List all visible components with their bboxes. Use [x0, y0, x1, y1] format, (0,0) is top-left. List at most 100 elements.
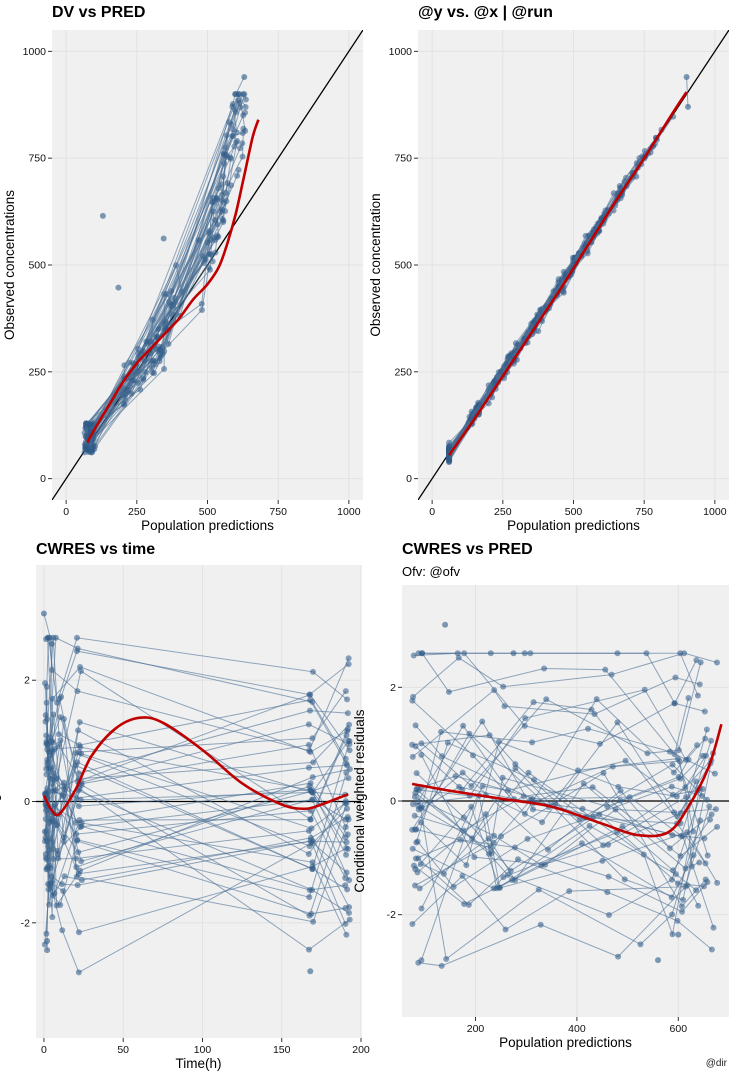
observation-point — [305, 850, 312, 857]
y-tick-label: 2 — [390, 682, 396, 694]
y-tick-label: 750 — [28, 153, 46, 165]
observation-point — [75, 969, 82, 976]
observation-point — [77, 796, 84, 803]
observation-point — [669, 911, 676, 918]
axes: 0 250 500 750 1000 0 250 500 750 1000 — [23, 46, 361, 518]
observation-point — [88, 449, 95, 456]
axes: 0 50 100 150 200 -2 0 2 — [21, 675, 370, 1056]
observation-point — [411, 793, 418, 800]
observation-point — [674, 880, 681, 887]
observation-point — [418, 650, 425, 657]
observation-point — [240, 125, 247, 132]
observation-point — [242, 109, 249, 116]
observation-point — [344, 728, 351, 735]
observation-point — [309, 887, 316, 894]
observation-point — [669, 931, 676, 938]
observation-point — [50, 634, 57, 641]
subject-line — [417, 813, 718, 889]
observation-point — [455, 654, 462, 661]
observation-point — [310, 918, 317, 925]
observation-point — [43, 765, 50, 772]
outlier-point — [510, 650, 517, 657]
observation-point — [524, 835, 531, 842]
observation-point — [696, 681, 703, 688]
observation-point — [668, 783, 675, 790]
observation-point — [43, 930, 50, 937]
observation-point — [543, 696, 550, 703]
observation-point — [130, 377, 137, 384]
subject-line — [417, 813, 705, 888]
observation-point — [121, 362, 128, 369]
x-tick-label: 400 — [568, 1023, 586, 1035]
observation-point — [555, 276, 562, 283]
smooth-trend-line — [411, 723, 723, 838]
observation-point — [344, 710, 351, 717]
observation-point — [675, 773, 682, 780]
observation-point — [700, 883, 707, 890]
observation-point — [685, 756, 692, 763]
observation-point — [525, 769, 532, 776]
observation-point — [75, 849, 82, 856]
y-axis-title: Observed concentration — [368, 193, 383, 336]
observation-point — [76, 748, 83, 755]
observation-point — [305, 764, 312, 771]
observation-point — [410, 801, 417, 808]
observation-point — [346, 747, 353, 754]
plot-layer — [52, 30, 363, 500]
observation-point — [604, 889, 611, 896]
subject-line — [412, 676, 700, 758]
observation-point — [409, 753, 416, 760]
observation-point — [529, 806, 536, 813]
observation-point — [707, 816, 714, 823]
observation-point — [445, 688, 452, 695]
smooth-trend-line — [42, 716, 349, 817]
observation-point — [234, 172, 241, 179]
observation-point — [49, 914, 56, 921]
observation-point — [672, 674, 679, 681]
observation-point — [614, 650, 621, 657]
subject-line — [415, 701, 708, 825]
observation-point — [51, 801, 58, 808]
observation-point — [50, 892, 57, 899]
observation-point — [309, 796, 316, 803]
observation-point — [456, 783, 463, 790]
subject-line — [416, 755, 704, 849]
observation-point — [78, 782, 85, 789]
observation-point — [438, 728, 445, 735]
observation-point — [156, 355, 163, 362]
observation-point — [242, 103, 249, 110]
observation-point — [696, 859, 703, 866]
observation-point — [497, 368, 504, 375]
subject-line — [412, 755, 707, 890]
subject-line — [416, 788, 704, 916]
observation-point — [621, 876, 628, 883]
observation-point — [344, 886, 351, 893]
observation-point — [596, 740, 603, 747]
observation-point — [703, 726, 710, 733]
subject-line — [46, 643, 53, 941]
observation-point — [444, 739, 451, 746]
observation-point — [48, 873, 55, 880]
observation-point — [576, 816, 583, 823]
observation-point — [714, 879, 721, 886]
panel-cwres-vs-time: CWRES vs time 0 50 100 150 200 -2 0 2 Time(h) Cond… — [0, 541, 370, 1071]
observation-point — [502, 926, 509, 933]
observation-point — [237, 104, 244, 111]
smooth-trend-line — [86, 119, 260, 443]
observation-point — [305, 721, 312, 728]
y-tick-label: 750 — [394, 153, 412, 165]
panel-title: CWRES vs PRED — [402, 541, 533, 558]
observation-point — [490, 885, 497, 892]
x-tick-label: 150 — [273, 1044, 291, 1056]
observation-point — [52, 787, 59, 794]
subject-line — [46, 840, 347, 886]
x-tick-label: 750 — [635, 506, 653, 518]
observation-point — [235, 97, 242, 104]
observation-point — [710, 924, 717, 931]
observation-point — [59, 927, 66, 934]
observation-point — [237, 145, 244, 152]
x-tick-label: 0 — [63, 506, 69, 518]
observation-point — [76, 719, 83, 726]
observation-point — [210, 199, 217, 206]
observation-point — [307, 816, 314, 823]
